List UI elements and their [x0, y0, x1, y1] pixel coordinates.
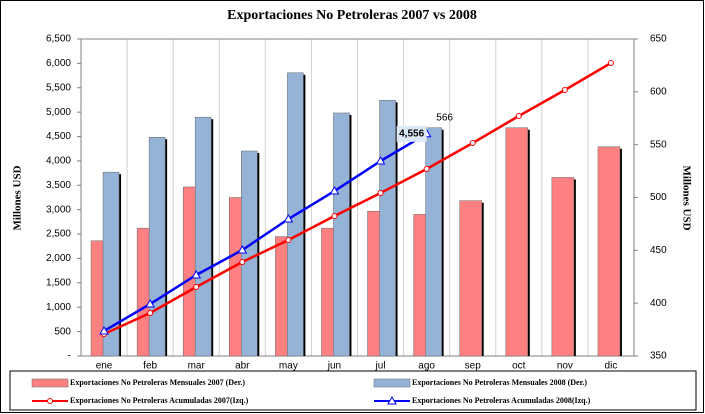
bar-shadow — [303, 74, 306, 357]
y-tick-label: 6,000 — [46, 58, 71, 69]
marker — [191, 269, 202, 279]
bar — [551, 177, 575, 357]
bar-shadow — [165, 139, 168, 356]
marker — [237, 245, 248, 254]
bar — [333, 112, 350, 357]
bar — [102, 171, 120, 357]
y2-tick-label: 500 — [650, 192, 667, 203]
y2-tick-label: 650 — [650, 34, 667, 45]
line — [103, 61, 612, 336]
legend-box — [9, 370, 697, 411]
x-tick-label: jul — [375, 361, 386, 372]
x-tick-label: oct — [512, 361, 526, 372]
bar-shadow — [211, 119, 214, 357]
y2-tick-label: 450 — [650, 245, 667, 256]
bar-shadow — [573, 179, 576, 356]
x-tick-label: jun — [327, 361, 341, 372]
bar — [148, 137, 166, 357]
marker — [145, 299, 155, 308]
bar-shadow — [119, 174, 122, 356]
x-tick-label: sep — [465, 361, 482, 372]
y-tick-label: 3,000 — [46, 204, 71, 215]
marker — [99, 325, 109, 335]
bar — [425, 127, 442, 357]
legend-label: Exportaciones No Petroleras Acumuladas 2… — [412, 396, 591, 405]
y-tick-label: 6,500 — [46, 34, 71, 45]
legend-label: Exportaciones No Petroleras Acumuladas 2… — [70, 396, 249, 405]
bar-shadow — [395, 102, 398, 356]
y-tick-label: 2,000 — [46, 253, 71, 264]
marker — [147, 309, 154, 316]
y-tick-label: 4,500 — [46, 131, 71, 142]
bar-shadow — [481, 202, 484, 356]
marker — [561, 87, 568, 94]
y-tick-label: 5,000 — [46, 107, 71, 118]
x-tick-label: may — [279, 361, 298, 372]
y2-axis-label: Millones USD — [680, 165, 692, 230]
marker — [285, 236, 292, 243]
bar-shadow — [349, 114, 352, 356]
x-tick-label: feb — [143, 361, 157, 372]
x-tick-label: abr — [235, 361, 250, 372]
marker — [193, 283, 200, 290]
legend-label: Exportaciones No Petroleras Mensuales 20… — [412, 378, 587, 387]
y-tick-label: 1,500 — [46, 277, 71, 288]
bar — [459, 200, 482, 357]
y-tick-label: - — [68, 351, 71, 362]
y-tick-label: 5,500 — [46, 82, 71, 93]
legend-marker — [47, 398, 53, 404]
line — [103, 132, 428, 333]
data-label: 566 — [436, 112, 453, 123]
bar-shadow — [619, 148, 622, 356]
marker — [375, 156, 386, 165]
marker — [239, 259, 246, 266]
y2-tick-label: 600 — [650, 86, 667, 97]
marker — [607, 59, 614, 66]
data-label: 4,556 — [399, 128, 424, 139]
y-axis-label: Millones USD — [12, 165, 24, 230]
bar-shadow — [527, 129, 530, 356]
marker — [331, 212, 338, 219]
x-tick-label: nov — [557, 361, 573, 372]
marker — [423, 166, 430, 173]
marker — [377, 190, 384, 197]
y2-tick-label: 550 — [650, 139, 667, 150]
x-tick-label: ago — [418, 361, 435, 372]
y-tick-label: 2,500 — [46, 229, 71, 240]
bar — [379, 100, 396, 357]
marker — [469, 140, 476, 147]
y-tick-label: 500 — [54, 326, 71, 337]
y-tick-label: 1,000 — [46, 302, 71, 313]
y-tick-label: 3,500 — [46, 180, 71, 191]
marker — [283, 213, 294, 223]
y2-tick-label: 400 — [650, 298, 667, 309]
x-tick-label: mar — [188, 361, 206, 372]
data-label-box — [396, 125, 427, 142]
marker — [515, 113, 522, 120]
x-tick-label: ene — [96, 361, 113, 372]
legend-label: Exportaciones No Petroleras Mensuales 20… — [70, 378, 245, 387]
bar — [194, 116, 212, 357]
bar — [505, 127, 529, 357]
legend-swatch — [373, 378, 411, 388]
y2-tick-label: 350 — [650, 351, 667, 362]
legend-swatch — [31, 378, 69, 388]
marker — [329, 186, 340, 195]
y-tick-label: 4,000 — [46, 156, 71, 167]
x-tick-label: dic — [605, 361, 618, 372]
chart-title: Exportaciones No Petroleras 2007 vs 2008 — [227, 8, 477, 23]
legend-marker — [387, 395, 397, 405]
bar-shadow — [441, 129, 444, 356]
bar — [597, 146, 621, 357]
